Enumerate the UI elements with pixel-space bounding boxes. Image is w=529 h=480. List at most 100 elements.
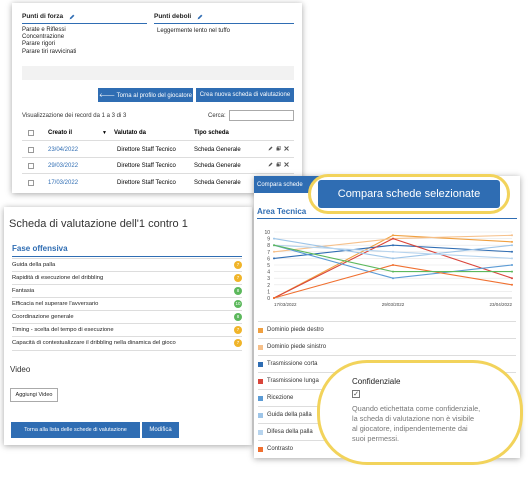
edit-pencil-icon[interactable] <box>268 146 273 151</box>
strengths-header: Punti di forza <box>22 13 75 20</box>
y-tick-label: 10 <box>264 230 270 236</box>
divider <box>12 256 242 257</box>
row-checkbox[interactable] <box>28 146 34 153</box>
skill-label: Timing - scelta del tempo di esecuzione <box>12 326 114 333</box>
profile-footer-band <box>22 66 294 80</box>
skill-label: Rapidità di esecuzione del dribbling <box>12 274 104 281</box>
legend-label: Difesa della palla <box>267 429 313 435</box>
y-tick-label: 6 <box>267 256 270 262</box>
y-tick-label: 1 <box>267 289 270 295</box>
y-tick-label: 3 <box>267 276 270 282</box>
legend-label: Dominio piede sinistro <box>267 344 327 350</box>
phase-title: Fase offensiva <box>12 244 68 253</box>
skill-row: Guida della palla 7 <box>12 258 242 270</box>
edit-button[interactable]: Modifica <box>142 422 179 438</box>
list-item: Parare rigori <box>22 41 56 48</box>
video-label: Video <box>10 365 31 374</box>
confidential-text-line: suoi permessi. <box>352 434 400 443</box>
confidential-text: Quando etichettata come confidenziale, l… <box>352 404 480 444</box>
area-title: Area Tecnica <box>257 207 307 216</box>
row-date-link[interactable]: 23/04/2022 <box>48 146 79 153</box>
table-row: 23/04/2022 Direttore Staff Tecnico Sched… <box>22 142 294 157</box>
confidential-text-line: la scheda di valutazione non è visibile <box>352 414 475 423</box>
y-tick-label: 4 <box>267 270 270 276</box>
confidential-callout: Confidenziale ✓ Quando etichettata come … <box>317 360 523 465</box>
data-point <box>392 237 394 240</box>
legend-swatch <box>258 344 263 350</box>
legend-label: Guida della palla <box>267 412 312 418</box>
data-point <box>392 257 394 260</box>
row-date-link[interactable]: 17/03/2022 <box>48 179 79 186</box>
row-date-link[interactable]: 29/03/2022 <box>48 162 79 169</box>
data-point <box>392 277 394 280</box>
legend-label: Ricezione <box>267 395 294 401</box>
data-point <box>511 250 513 253</box>
skill-label: Efficacia nel superare l'avversario <box>12 300 99 307</box>
close-icon[interactable] <box>284 146 289 151</box>
y-tick-label: 7 <box>267 250 270 256</box>
legend-swatch <box>258 327 263 333</box>
row-evaluator: Direttore Staff Tecnico <box>117 162 176 169</box>
y-tick-label: 9 <box>267 237 270 243</box>
player-profile-card: Punti di forza Punti deboli Parate e Rif… <box>12 3 302 193</box>
column-created[interactable]: Creato il <box>48 129 73 136</box>
close-icon[interactable] <box>284 162 289 167</box>
list-item: Concentrazione <box>22 34 65 41</box>
row-actions <box>268 162 289 167</box>
data-point <box>273 237 275 240</box>
legend-row[interactable]: Trasmissione corta <box>258 355 516 372</box>
skill-row: Timing - scelta del tempo di esecuzione … <box>12 323 242 335</box>
data-point <box>511 257 513 260</box>
legend-row[interactable]: Dominio piede sinistro <box>258 338 516 355</box>
legend-swatch <box>258 361 263 367</box>
sort-down-icon[interactable]: ▼ <box>102 129 107 136</box>
edit-pencil-icon[interactable] <box>197 14 203 20</box>
y-tick-label: 8 <box>267 243 270 249</box>
back-to-profile-button[interactable]: 🡐 Torna al profilo del giocatore <box>98 88 193 102</box>
skill-row: Efficacia nel superare l'avversario 10 <box>12 297 242 309</box>
divider <box>22 23 147 24</box>
compare-button[interactable]: Compara schede <box>254 176 324 193</box>
add-video-button[interactable]: Aggiungi Video <box>10 388 58 402</box>
y-tick-label: 0 <box>267 296 270 302</box>
select-all-checkbox[interactable] <box>28 129 34 136</box>
table-row: 17/03/2022 Direttore Staff Tecnico Sched… <box>22 175 294 190</box>
legend-swatch <box>258 446 263 452</box>
confidential-checkbox[interactable]: ✓ <box>352 390 360 398</box>
list-item: Leggermente lento nel tuffo <box>157 28 230 34</box>
row-checkbox[interactable] <box>28 162 34 169</box>
edit-pencil-icon[interactable] <box>69 14 75 20</box>
score-badge: 7 <box>234 338 242 347</box>
list-item: Parate e Riflessi <box>22 27 66 33</box>
divider <box>257 218 517 219</box>
row-type: Scheda Generale <box>194 179 241 186</box>
legend-swatch <box>258 412 263 418</box>
row-checkbox[interactable] <box>28 179 34 186</box>
data-point <box>511 277 513 280</box>
search-input[interactable] <box>229 110 294 121</box>
data-point <box>273 297 275 299</box>
legend-swatch <box>258 395 263 401</box>
copy-icon[interactable] <box>276 162 281 167</box>
back-to-list-button[interactable]: Torna alla lista delle schede di valutaz… <box>11 422 140 438</box>
weaknesses-label: Punti deboli <box>154 13 192 20</box>
legend-row[interactable]: Dominio piede destro <box>258 321 516 338</box>
column-type[interactable]: Tipo scheda <box>194 129 229 136</box>
column-evaluator[interactable]: Valutato da <box>114 129 147 136</box>
y-tick-label: 5 <box>267 263 270 269</box>
compare-selected-button[interactable]: Compara schede selezionate <box>318 180 500 208</box>
edit-pencil-icon[interactable] <box>268 162 273 167</box>
data-point <box>273 257 275 260</box>
row-type: Scheda Generale <box>194 162 241 169</box>
copy-icon[interactable] <box>276 146 281 151</box>
list-item: Parare tiri ravvicinati <box>22 48 77 55</box>
data-point <box>511 234 513 237</box>
strengths-list: Parate e Riflessi Concentrazione Parare … <box>22 27 76 56</box>
data-point <box>511 240 513 243</box>
x-tick-label: 23/04/2022 <box>489 302 512 307</box>
data-point <box>273 244 275 247</box>
legend-label: Trasmissione lunga <box>267 378 319 384</box>
table-row: 29/03/2022 Direttore Staff Tecnico Sched… <box>22 158 294 173</box>
divider <box>12 350 242 351</box>
new-evaluation-button[interactable]: Crea nuova scheda di valutazione <box>196 88 294 102</box>
